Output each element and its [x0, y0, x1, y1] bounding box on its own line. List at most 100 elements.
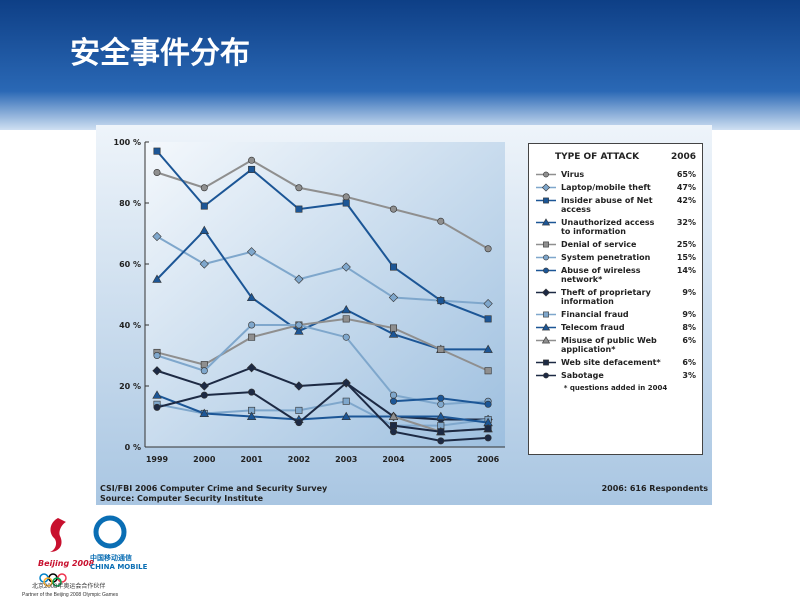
- marker: [484, 367, 492, 375]
- marker: [484, 400, 492, 408]
- marker: [295, 205, 303, 213]
- beijing-logo-text: Beijing 2008: [38, 559, 95, 568]
- marker: [388, 329, 399, 338]
- x-tick-label: 1999: [146, 455, 169, 464]
- logos: Beijing 2008 中国移动通信 CHINA MOBILE 北京2008年…: [22, 515, 148, 598]
- marker: [295, 184, 303, 192]
- marker: [541, 218, 551, 226]
- legend-name: Theft of proprietary information: [561, 288, 651, 306]
- marker: [543, 254, 549, 261]
- marker: [199, 259, 209, 269]
- legend-icon: [536, 323, 556, 331]
- legend-icon: [536, 183, 556, 192]
- marker: [484, 245, 492, 253]
- marker: [295, 406, 303, 414]
- legend-value: 3%: [682, 371, 696, 380]
- marker: [248, 165, 256, 173]
- marker: [389, 428, 397, 436]
- cm-cn: 中国移动通信: [90, 553, 132, 562]
- x-tick-label: 2001: [240, 455, 263, 464]
- y-tick-label: 0 %: [125, 443, 141, 452]
- marker: [437, 345, 445, 353]
- legend-value: 15%: [676, 253, 696, 262]
- source: Source: Computer Security Institute: [100, 494, 264, 503]
- legend-item: Laptop/mobile theft 47%: [535, 183, 696, 192]
- marker: [543, 267, 549, 274]
- legend-value: 42%: [676, 196, 696, 205]
- legend-value: 9%: [682, 288, 696, 297]
- y-tick-label: 20 %: [119, 382, 141, 391]
- legend-icon: [536, 336, 556, 344]
- y-tick-label: 40 %: [119, 321, 141, 330]
- legend: TYPE OF ATTACK 2006 Virus 65% Laptop/mobile…: [528, 143, 703, 455]
- legend-value: 65%: [676, 170, 696, 179]
- y-tick-label: 80 %: [119, 199, 141, 208]
- marker: [437, 217, 445, 225]
- marker: [484, 434, 492, 442]
- marker: [200, 202, 208, 210]
- legend-item: Telecom fraud 8%: [535, 323, 696, 332]
- legend-icon: [536, 311, 556, 318]
- marker: [541, 183, 551, 192]
- marker: [248, 156, 256, 164]
- legend-value: 14%: [676, 266, 696, 275]
- marker: [543, 372, 549, 379]
- x-tick-label: 2004: [382, 455, 405, 464]
- marker: [388, 292, 399, 303]
- series-line: [156, 394, 489, 424]
- legend-item: Abuse of wireless network* 14%: [535, 266, 696, 284]
- legend-item: Insider abuse of Net access 42%: [535, 196, 696, 214]
- legend-item: Virus 65%: [535, 170, 696, 179]
- marker: [342, 397, 350, 405]
- legend-item: Financial fraud 9%: [535, 310, 696, 319]
- legend-icon: [536, 267, 556, 274]
- marker: [342, 193, 350, 201]
- olympic-rings: [39, 573, 67, 587]
- marker: [248, 333, 256, 341]
- marker: [200, 367, 208, 375]
- x-tick-label: 2005: [430, 455, 453, 464]
- marker: [246, 411, 257, 420]
- marker: [543, 359, 549, 366]
- legend-name: Abuse of wireless network*: [561, 266, 641, 284]
- legend-item: Unauthorized access to information 32%: [535, 218, 696, 236]
- marker: [295, 419, 303, 427]
- legend-name: Laptop/mobile theft: [561, 183, 651, 192]
- legend-name: Virus: [561, 170, 585, 179]
- marker: [543, 241, 549, 248]
- marker: [543, 197, 549, 204]
- marker: [248, 321, 256, 329]
- legend-value: 32%: [676, 218, 696, 227]
- x-tick-label: 2000: [193, 455, 216, 464]
- marker: [294, 381, 304, 391]
- source: CSI/FBI 2006 Computer Crime and Security…: [100, 484, 328, 493]
- marker: [437, 394, 445, 402]
- legend-icon: [536, 197, 556, 204]
- marker: [342, 315, 350, 323]
- legend-value: 8%: [682, 323, 696, 332]
- legend-name: System penetration: [561, 253, 651, 262]
- marker: [341, 411, 351, 420]
- marker: [153, 352, 161, 360]
- legend-icon: [536, 241, 556, 248]
- marker: [152, 366, 162, 376]
- partner-cn: 北京2008年奥运会合作伙伴: [32, 582, 105, 590]
- marker: [484, 315, 492, 323]
- marker: [483, 299, 493, 309]
- marker: [294, 274, 304, 284]
- marker: [389, 397, 397, 405]
- marker: [388, 411, 399, 420]
- series-line: [156, 317, 489, 372]
- footnote: * questions added in 2004: [563, 384, 668, 392]
- series-line: [156, 324, 489, 406]
- x-tick-label: 2002: [288, 455, 310, 464]
- legend-name: Financial fraud: [561, 310, 629, 319]
- legend-value: 6%: [682, 336, 696, 345]
- marker: [200, 184, 208, 192]
- axis-labels: 0 % 20 % 40 % 60 % 80 % 100 % 1999 2000 2001 2002…: [114, 138, 500, 464]
- marker: [246, 247, 257, 257]
- legend-item: Denial of service 25%: [535, 240, 696, 249]
- marker: [543, 171, 549, 178]
- x-tick-label: 2003: [335, 455, 357, 464]
